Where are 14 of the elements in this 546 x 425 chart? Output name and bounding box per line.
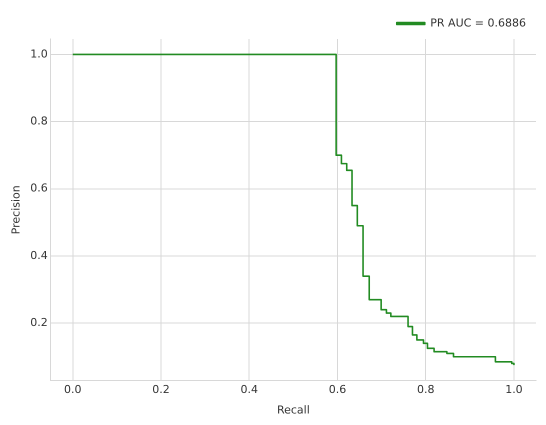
y-tick-label: 1.0 [30,47,48,60]
y-axis-title: Precision [9,185,22,234]
y-tick-label: 0.8 [30,114,48,128]
y-tick-label: 0.2 [30,316,48,330]
x-tick-label: 0.2 [152,383,170,396]
x-axis-title: Recall [276,403,310,416]
x-tick-label: 0.6 [328,383,346,396]
y-tick-label: 0.4 [30,248,48,262]
x-tick-label: 1.0 [505,383,523,396]
x-tick-label: 0.0 [64,383,82,396]
x-tick-label: 0.4 [240,383,258,396]
y-tick-label: 0.6 [30,182,48,195]
legend-label: PR AUC = 0.6886 [430,16,526,30]
x-tick-label: 0.8 [416,383,434,396]
